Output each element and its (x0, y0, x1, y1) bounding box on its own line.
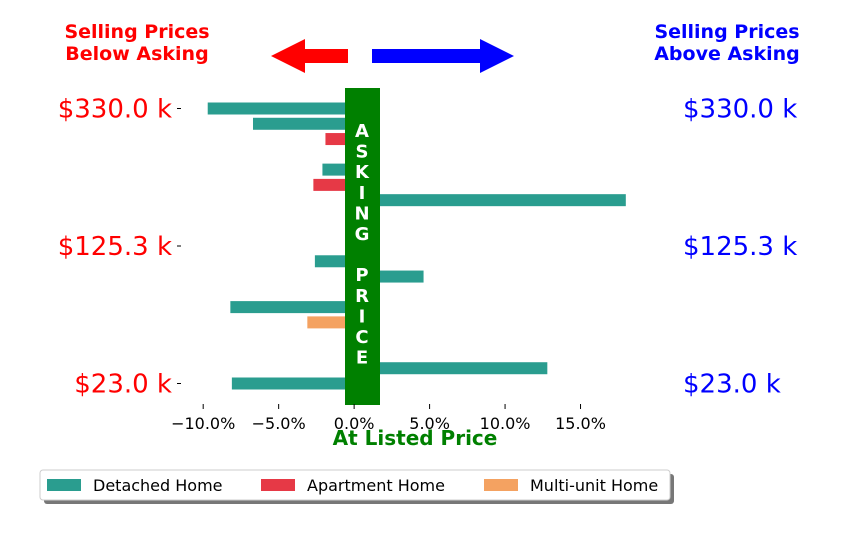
bar (252, 117, 355, 130)
bar (230, 301, 355, 314)
right-arrow-icon (372, 39, 514, 73)
legend-swatch (261, 479, 295, 491)
x-axis-label: At Listed Price (333, 426, 498, 450)
bar (313, 178, 355, 191)
asking-band-letter: R (355, 286, 369, 307)
bar (307, 316, 355, 329)
bars-layer (207, 102, 626, 390)
price-label-left: $23.0 k (74, 370, 172, 400)
price-label-right: $23.0 k (683, 370, 781, 400)
bar (314, 255, 355, 268)
x-tick-label: −5.0% (252, 414, 306, 433)
x-tick-label: 0.0% (334, 414, 375, 433)
price-labels: $330.0 k $330.0 k $125.3 k $125.3 k $23.0 k $… (58, 95, 798, 400)
asking-band-letter: I (359, 306, 366, 327)
legend-label: Apartment Home (307, 476, 445, 495)
bar (231, 377, 355, 390)
asking-band-letter: P (355, 265, 368, 286)
below-asking-header: Selling Prices (64, 21, 209, 43)
asking-band-letter: I (359, 183, 366, 204)
bar (207, 102, 355, 115)
asking-band-letter: K (355, 162, 370, 183)
bar (354, 362, 548, 375)
legend-label: Multi-unit Home (530, 476, 658, 495)
asking-band-letter: N (354, 203, 369, 224)
price-label-left: $330.0 k (58, 95, 172, 125)
asking-band-letter: E (356, 348, 368, 369)
legend: Detached Home Apartment Home Multi-unit Ho… (39, 469, 674, 504)
asking-band-letter: G (355, 224, 370, 245)
above-asking-header: Selling Prices (654, 21, 799, 43)
x-tick-label: 15.0% (555, 414, 606, 433)
legend-swatch (484, 479, 518, 491)
asking-band-letter: S (356, 142, 369, 163)
above-asking-header: Above Asking (654, 43, 800, 65)
x-tick-label: −10.0% (171, 414, 235, 433)
x-axis: −10.0% −5.0% 0.0% 5.0% 10.0% 15.0% At Listed P… (171, 404, 606, 450)
legend-box (39, 469, 671, 501)
asking-band-letter: C (355, 327, 368, 348)
price-label-right: $125.3 k (683, 232, 797, 262)
bar (354, 194, 626, 207)
legend-swatch (47, 479, 81, 491)
price-label-left: $125.3 k (58, 232, 172, 262)
asking-band-letter: A (355, 121, 369, 142)
asking-band (345, 88, 380, 405)
below-asking-header: Below Asking (65, 43, 208, 65)
x-tick-label: 5.0% (409, 414, 450, 433)
left-arrow-icon (271, 39, 348, 73)
price-label-right: $330.0 k (683, 95, 797, 125)
x-tick-label: 10.0% (480, 414, 531, 433)
legend-label: Detached Home (93, 476, 223, 495)
